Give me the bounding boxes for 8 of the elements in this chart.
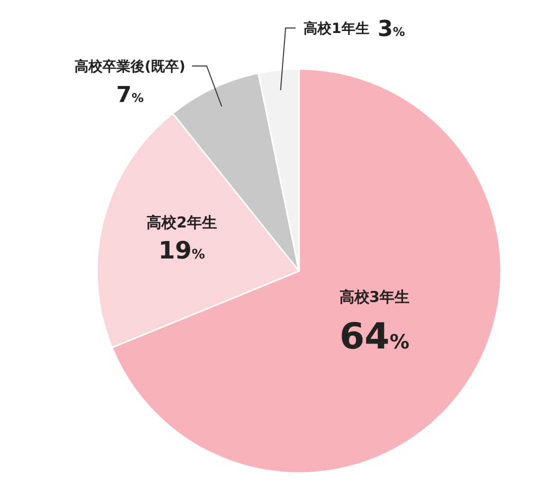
slice-label: 高校卒業後(既卒) [74,58,186,75]
slice-label: 高校3年生 [339,288,410,306]
slice-label: 高校1年生 [304,20,370,37]
slice-label: 高校2年生 [146,213,217,232]
data-label: 7% [116,83,144,108]
data-label: 3% [378,17,406,42]
data-label: 64% [340,316,410,358]
data-label: 19% [158,236,205,265]
